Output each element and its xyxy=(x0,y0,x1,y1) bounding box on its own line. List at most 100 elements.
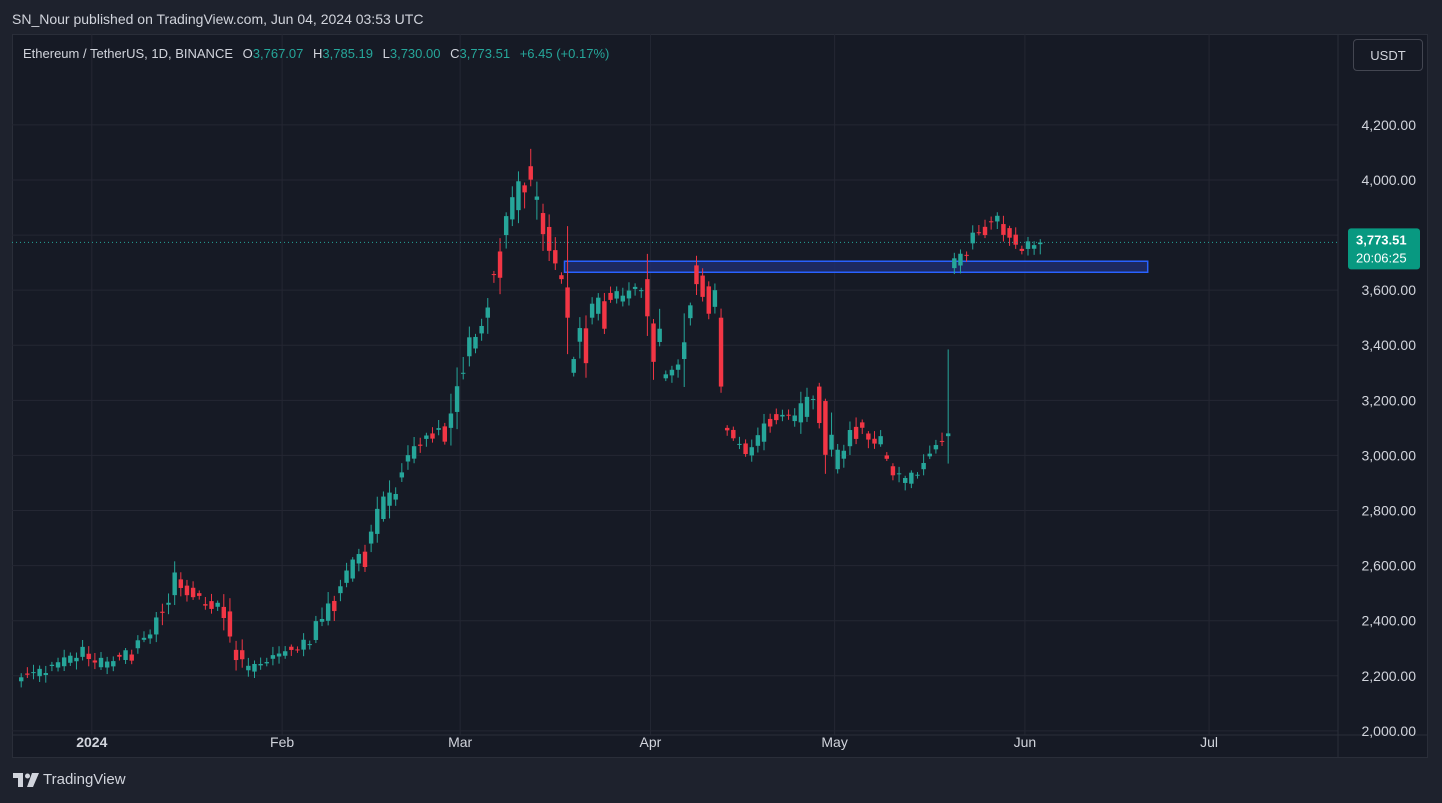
candle-body-121 xyxy=(761,423,767,442)
candle-14 xyxy=(104,656,110,675)
candle-133 xyxy=(835,443,840,474)
candle-57 xyxy=(368,524,374,553)
candle-140 xyxy=(878,430,883,447)
candle-24 xyxy=(166,593,171,615)
candle-121 xyxy=(761,413,767,451)
candle-body-146 xyxy=(915,474,920,476)
candle-body-156 xyxy=(976,232,982,234)
candle-body-110 xyxy=(694,265,699,285)
candle-body-46 xyxy=(301,639,306,650)
candle-164 xyxy=(1025,236,1031,256)
candle-31 xyxy=(209,593,214,614)
candle-body-20 xyxy=(141,637,147,640)
candle-18 xyxy=(129,649,134,665)
candle-body-166 xyxy=(1038,242,1043,245)
candle-108 xyxy=(681,313,687,387)
support-zone-rect[interactable] xyxy=(563,260,1149,274)
candle-body-137 xyxy=(860,422,865,428)
candle-body-30 xyxy=(203,604,208,606)
candle-body-103 xyxy=(651,323,656,362)
candle-body-47 xyxy=(307,644,312,646)
candle-125 xyxy=(786,409,791,420)
candle-body-142 xyxy=(890,466,896,476)
candle-130 xyxy=(817,382,822,429)
candle-52 xyxy=(338,579,343,602)
candle-156 xyxy=(976,225,982,236)
tradingview-branding[interactable]: TradingView xyxy=(13,771,126,788)
candle-30 xyxy=(203,596,208,610)
candle-body-139 xyxy=(872,438,877,444)
candle-76 xyxy=(485,298,490,334)
candle-body-152 xyxy=(952,258,957,269)
candle-body-29 xyxy=(197,593,202,596)
time-axis[interactable]: 2024 Feb Mar Apr May Jun Jul xyxy=(76,734,1218,750)
currency-unit-button[interactable]: USDT xyxy=(1353,39,1423,71)
candle-body-37 xyxy=(246,665,251,671)
candle-3 xyxy=(37,665,42,682)
candle-6 xyxy=(55,657,61,672)
candle-135 xyxy=(847,421,853,456)
candle-84 xyxy=(534,181,540,220)
candle-body-128 xyxy=(804,396,810,417)
candle-92 xyxy=(583,315,589,378)
candle-38 xyxy=(252,660,257,678)
candle-body-153 xyxy=(958,253,963,266)
price-axis[interactable]: 4,200.004,000.003,800.003,600.003,400.00… xyxy=(1362,117,1417,739)
candle-body-85 xyxy=(540,213,546,235)
candle-19 xyxy=(135,635,141,654)
candle-146 xyxy=(915,472,920,479)
low-value: 3,730.00 xyxy=(389,46,441,61)
symbol-label[interactable]: Ethereum / TetherUS, 1D, BINANCE xyxy=(23,46,234,61)
candle-body-97 xyxy=(614,291,619,299)
candle-77 xyxy=(491,270,497,283)
candle-149 xyxy=(933,439,939,454)
candle-body-116 xyxy=(731,429,736,439)
candle-110 xyxy=(694,255,699,296)
candle-165 xyxy=(1031,241,1037,255)
candle-162 xyxy=(1013,227,1018,249)
candle-68 xyxy=(436,420,441,436)
candle-body-106 xyxy=(669,369,675,376)
candle-132 xyxy=(829,412,834,457)
candle-body-161 xyxy=(1007,228,1012,238)
candle-body-75 xyxy=(479,325,484,334)
candle-117 xyxy=(737,436,742,450)
high-value: 3,785.19 xyxy=(322,46,373,61)
candle-body-91 xyxy=(577,328,583,342)
candle-42 xyxy=(276,646,282,664)
candle-body-144 xyxy=(902,478,908,483)
candle-144 xyxy=(902,475,908,491)
candle-138 xyxy=(866,431,871,449)
x-tick-label-3: Apr xyxy=(640,734,662,750)
candle-95 xyxy=(602,292,607,335)
candle-100 xyxy=(632,283,638,296)
candle-101 xyxy=(639,287,644,298)
candle-body-18 xyxy=(129,654,134,661)
candle-120 xyxy=(755,427,761,453)
y-tick-label-10: 2,200.00 xyxy=(1362,668,1417,684)
close-value: 3,773.51 xyxy=(459,46,511,61)
candle-body-157 xyxy=(982,226,988,236)
candle-46 xyxy=(301,633,306,657)
candlestick-chart[interactable]: 4,200.004,000.003,800.003,600.003,400.00… xyxy=(12,34,1428,758)
x-tick-label-4: May xyxy=(821,734,847,750)
candle-163 xyxy=(1019,245,1025,255)
candle-5 xyxy=(49,661,55,672)
y-tick-label-7: 2,800.00 xyxy=(1362,503,1417,519)
candle-63 xyxy=(405,445,411,470)
candle-body-6 xyxy=(55,662,61,668)
candle-body-155 xyxy=(970,232,975,244)
candle-40 xyxy=(264,657,269,667)
candle-37 xyxy=(246,657,251,677)
candle-141 xyxy=(884,452,890,462)
candle-body-108 xyxy=(681,342,687,360)
candle-27 xyxy=(184,579,190,602)
candle-body-76 xyxy=(485,307,490,318)
open-value: 3,767.07 xyxy=(252,46,304,61)
candle-109 xyxy=(688,302,693,326)
candle-body-57 xyxy=(368,531,374,544)
candle-22 xyxy=(154,611,159,643)
x-tick-label-0: 2024 xyxy=(76,734,107,750)
x-tick-label-2: Mar xyxy=(448,734,472,750)
candle-body-98 xyxy=(620,295,626,302)
